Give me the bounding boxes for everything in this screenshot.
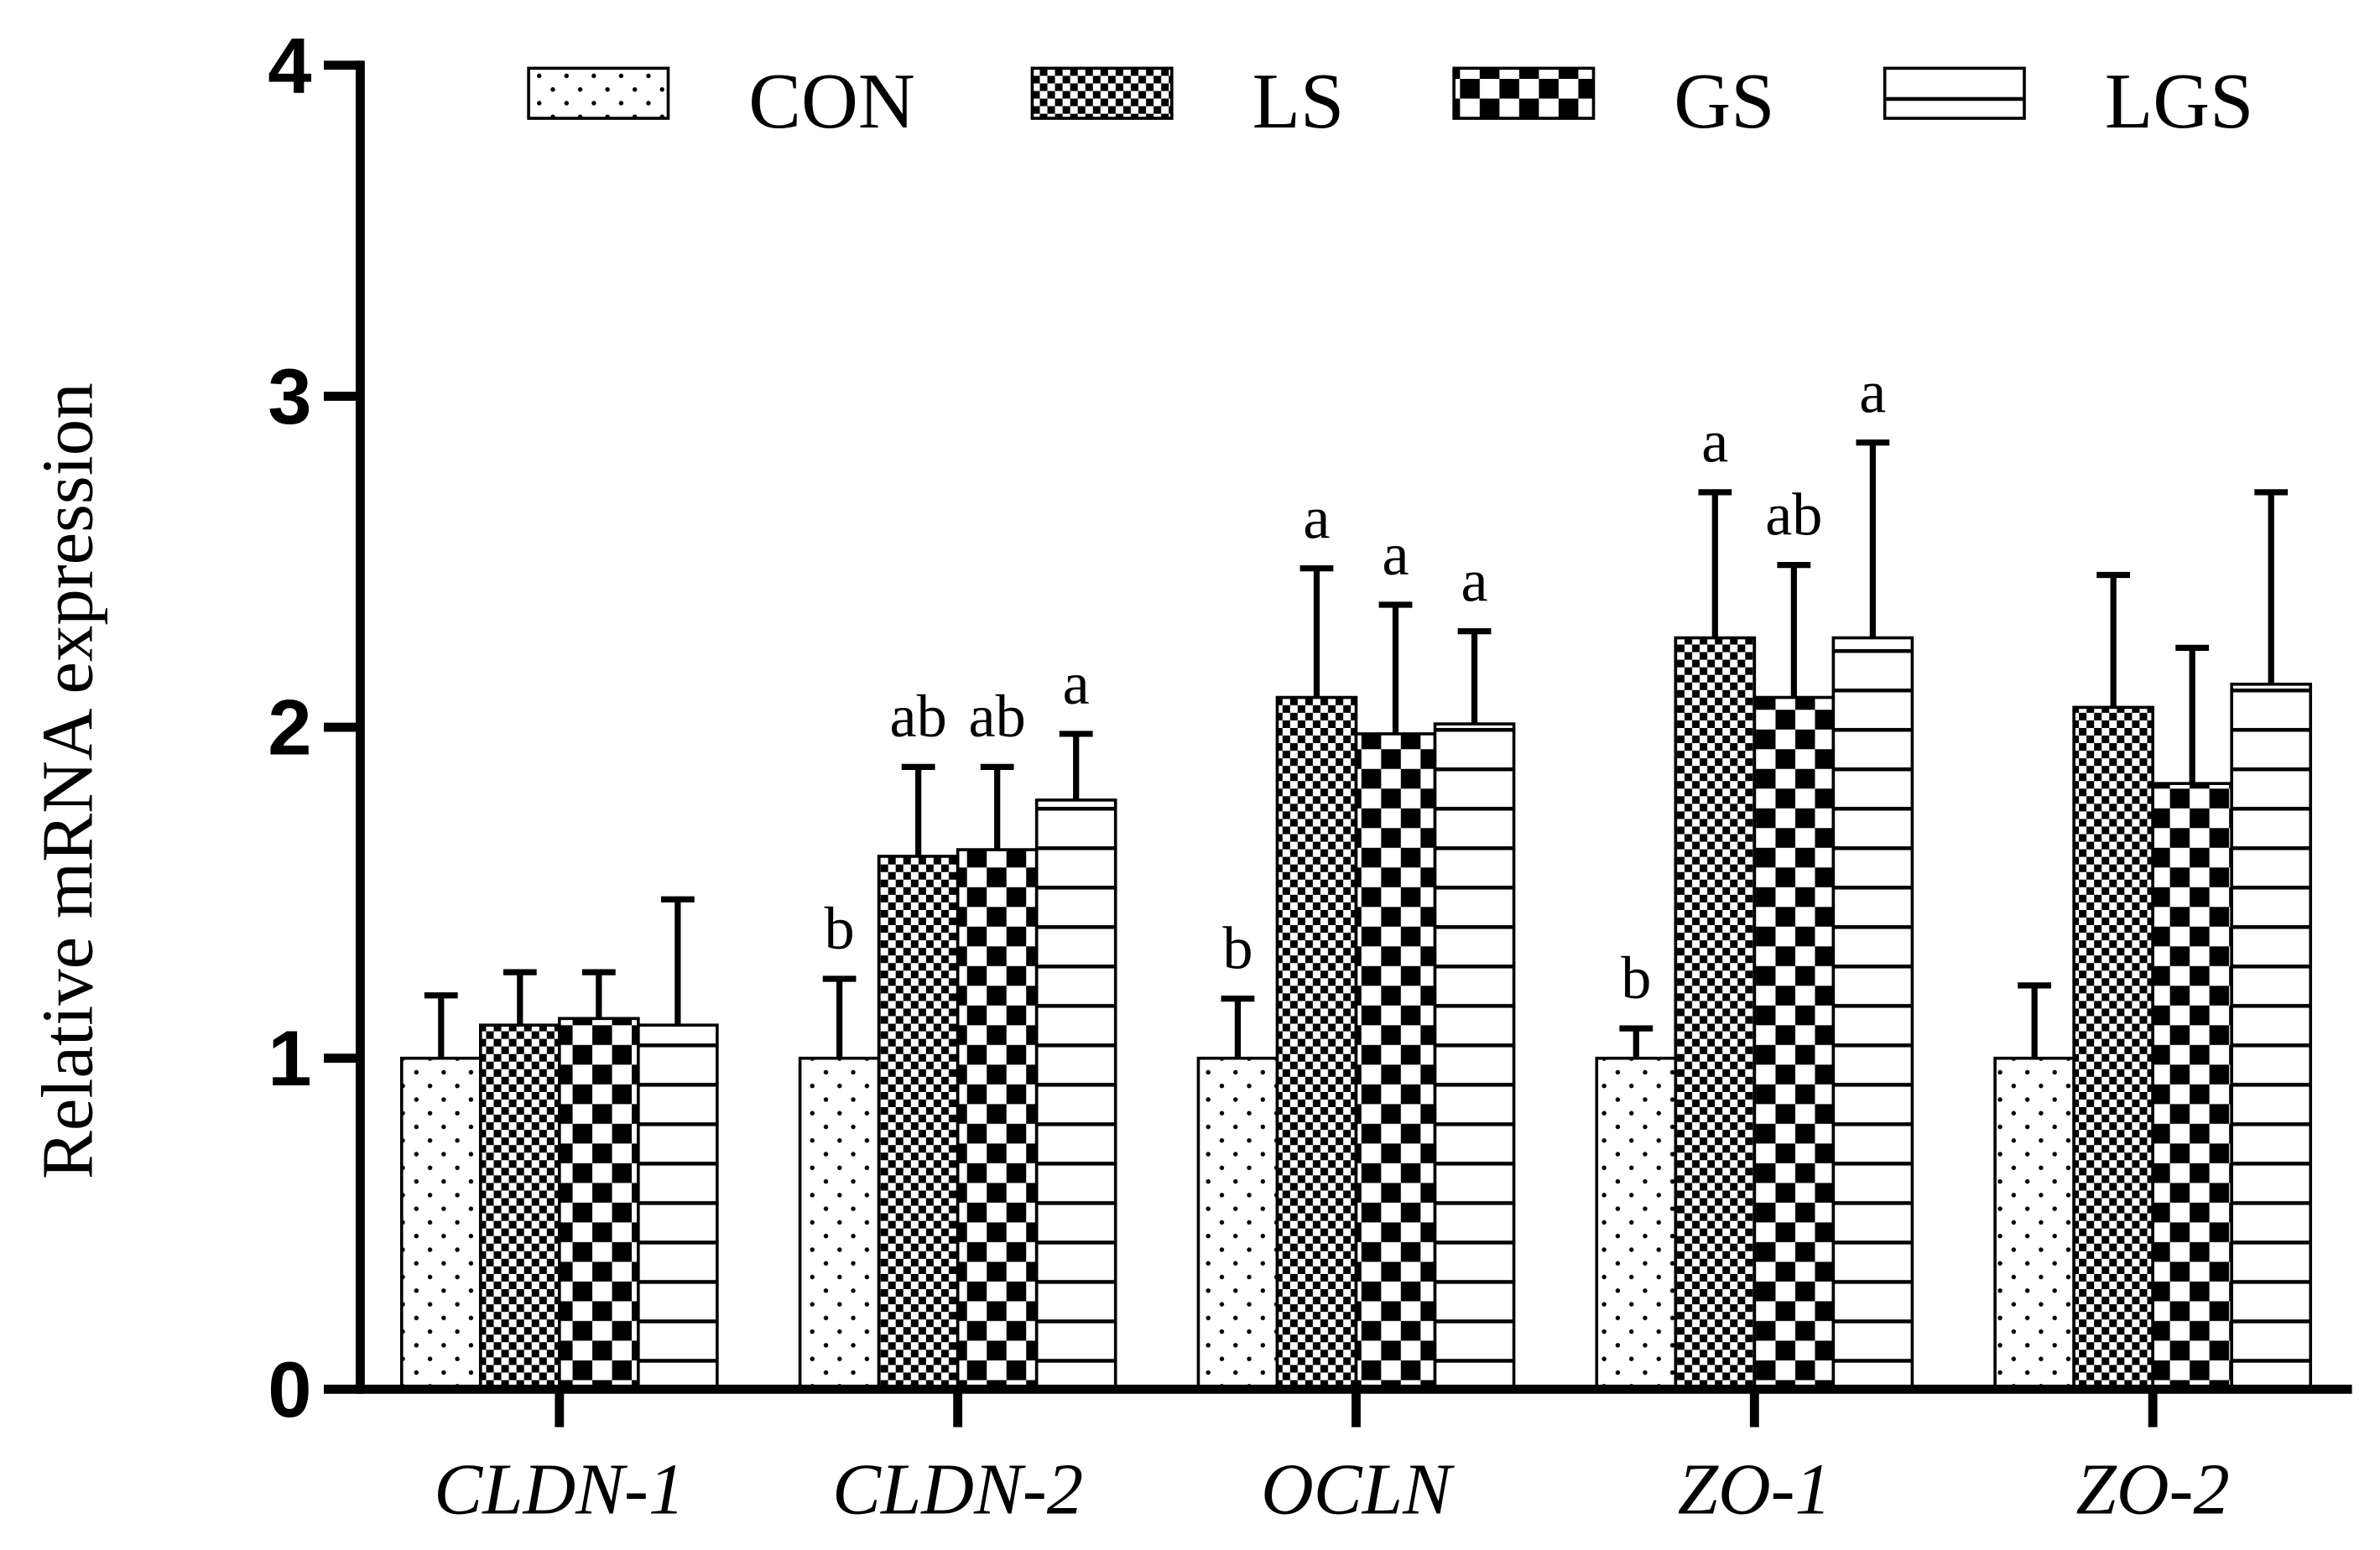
error-bar xyxy=(1299,564,1334,698)
bar xyxy=(1433,722,1516,1391)
y-axis-label: Relative mRNA expression xyxy=(27,382,107,1179)
bar xyxy=(798,1056,881,1391)
significance-label: ab xyxy=(1765,481,1822,549)
bar xyxy=(2072,705,2154,1391)
significance-label: a xyxy=(1303,484,1330,551)
error-bar xyxy=(2018,982,2052,1058)
error-bar xyxy=(1777,562,1811,698)
bar xyxy=(399,1056,482,1391)
y-tick-label: 2 xyxy=(268,684,311,772)
bar xyxy=(1993,1056,2075,1391)
x-tick-label: CLDN-2 xyxy=(832,1449,1083,1530)
error-bar xyxy=(822,975,857,1058)
legend-label: LGS xyxy=(2105,58,2254,145)
error-bar xyxy=(503,969,537,1026)
legend-label: GS xyxy=(1674,58,1774,145)
significance-label: a xyxy=(1063,650,1090,717)
error-bar xyxy=(1619,1025,1654,1058)
y-tick-label: 1 xyxy=(268,1014,311,1102)
error-bar xyxy=(901,763,935,856)
legend-swatch xyxy=(1883,66,2026,120)
bar xyxy=(1752,695,1836,1391)
y-tick-label: 4 xyxy=(268,21,311,109)
error-bar xyxy=(2254,489,2289,684)
error-bar xyxy=(1698,489,1732,638)
legend-swatch xyxy=(1452,66,1596,120)
bar xyxy=(1674,636,1757,1391)
error-bar xyxy=(1457,627,1492,725)
significance-label: a xyxy=(1382,521,1409,588)
legend-swatch xyxy=(1030,66,1174,120)
bar xyxy=(478,1023,561,1391)
x-tick-label: ZO-1 xyxy=(1678,1449,1831,1530)
bar xyxy=(558,1017,640,1391)
significance-label: a xyxy=(1701,408,1728,476)
error-bar xyxy=(581,969,616,1019)
error-bar xyxy=(1378,601,1413,734)
error-bar xyxy=(2175,644,2210,784)
bar xyxy=(877,855,960,1391)
x-tick-label: OCLN xyxy=(1261,1449,1455,1530)
bar xyxy=(1196,1056,1279,1391)
bar xyxy=(956,848,1039,1391)
significance-label: b xyxy=(1222,914,1252,981)
bar xyxy=(1275,695,1358,1391)
legend-label: LS xyxy=(1252,58,1345,145)
significance-label: b xyxy=(1621,944,1651,1012)
bar xyxy=(1831,636,1914,1391)
legend-swatch xyxy=(527,66,670,120)
bar xyxy=(637,1023,719,1391)
legend-label: CON xyxy=(748,58,915,145)
error-bar xyxy=(1856,440,1890,638)
significance-label: ab xyxy=(890,683,947,750)
bar xyxy=(2151,782,2234,1391)
x-tick-label: CLDN-1 xyxy=(434,1449,685,1530)
error-bar xyxy=(980,763,1014,850)
significance-label: a xyxy=(1859,358,1886,425)
y-tick-label: 0 xyxy=(268,1345,311,1433)
x-tick-label: ZO-2 xyxy=(2076,1449,2230,1530)
bar xyxy=(1034,798,1117,1391)
significance-label: a xyxy=(1461,547,1487,614)
significance-label: b xyxy=(825,895,855,962)
error-bar xyxy=(1221,996,1255,1058)
bar xyxy=(1354,732,1437,1391)
error-bar xyxy=(424,992,458,1058)
bar xyxy=(1595,1056,1678,1391)
error-bar xyxy=(660,896,695,1026)
bar xyxy=(2230,682,2313,1391)
error-bar xyxy=(1059,731,1093,800)
error-bar xyxy=(2096,571,2131,708)
y-tick-label: 3 xyxy=(268,352,311,440)
significance-label: ab xyxy=(969,683,1026,750)
